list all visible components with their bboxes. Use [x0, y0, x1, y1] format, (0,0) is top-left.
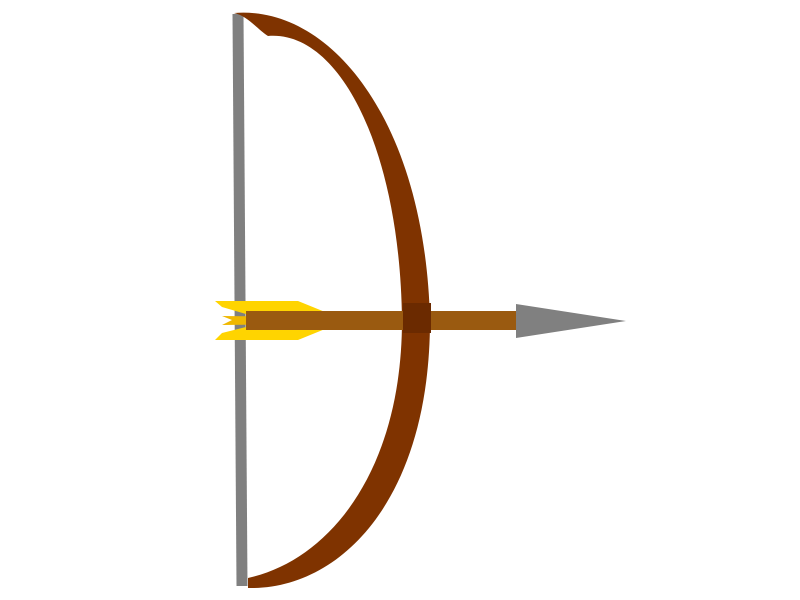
bow-string — [232, 13, 248, 587]
bow-icon — [234, 12, 430, 589]
arrow-fletching-top — [215, 301, 330, 314]
bow-grip — [403, 303, 431, 333]
arrow-fletching-bottom — [215, 327, 330, 340]
arrow-icon — [215, 301, 626, 340]
arrow-head — [516, 304, 626, 338]
arrow-shaft — [246, 311, 518, 330]
